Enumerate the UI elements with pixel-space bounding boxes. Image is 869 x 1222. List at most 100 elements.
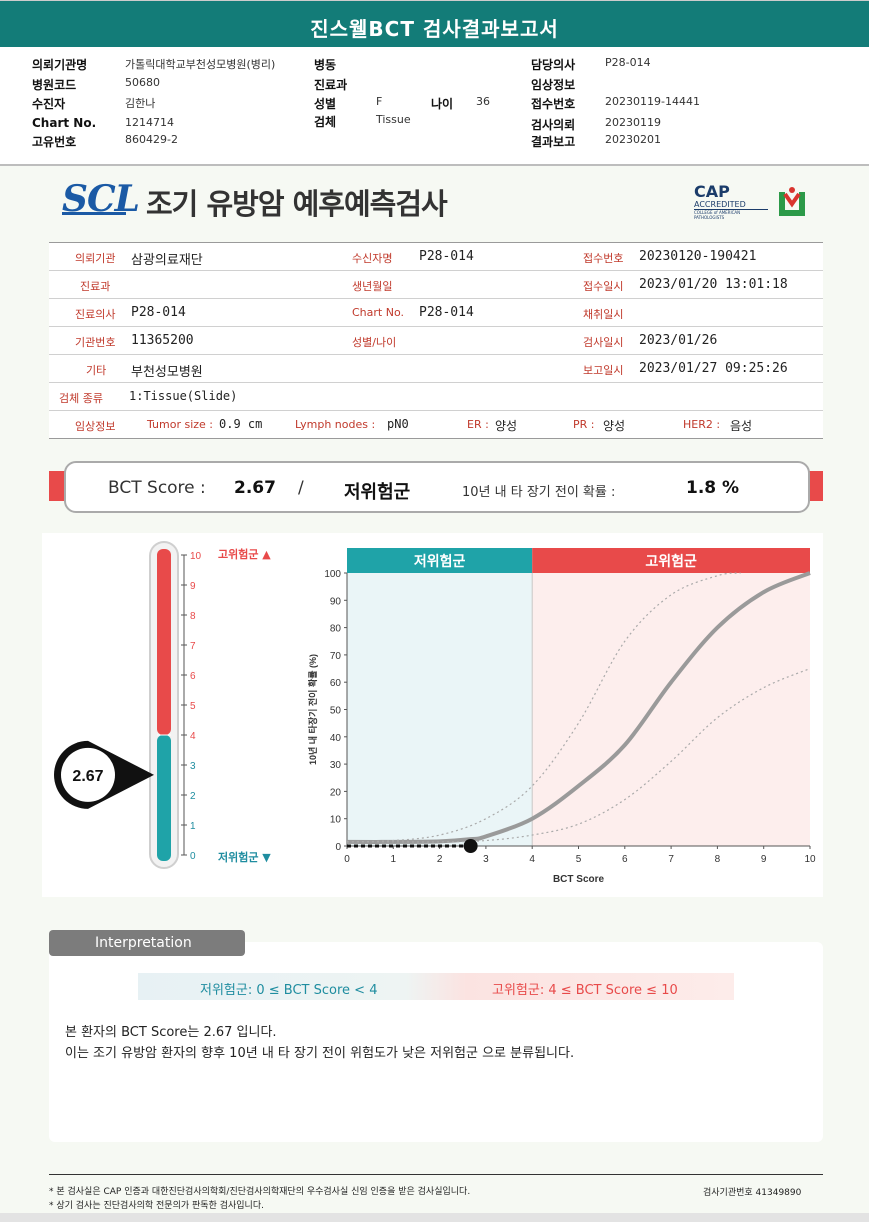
header-label-clinical-info: 임상정보 [531, 78, 576, 92]
info-value-recipient: P28-014 [419, 249, 474, 264]
info-row: 의뢰기관 삼광의료재단 수신자명 P28-014 접수번호 20230120-1… [49, 243, 823, 271]
x-axis-label: BCT Score [553, 874, 605, 885]
metastasis-probability-label: 10년 내 타 장기 전이 확률 : [462, 485, 616, 500]
info-label-etc: 기타 [86, 364, 107, 377]
y-tick-label: 70 [330, 651, 342, 662]
series-lower-line [347, 667, 811, 843]
gauge-high-risk-label: 고위험군 ▲ [218, 548, 271, 561]
header-value-patient: 김한나 [125, 97, 156, 110]
footer-note-2: * 상기 검사는 진단검사의학 전문의가 판독한 검사입니다. [49, 1201, 264, 1211]
gauge-tick-label: 4 [190, 731, 196, 742]
info-value-er: 양성 [495, 419, 518, 433]
gauge-tick-label: 0 [190, 851, 196, 862]
gauge-tick-label: 5 [190, 701, 196, 712]
low-risk-range: 저위험군: 0 ≤ BCT Score < 4 [200, 983, 378, 998]
y-tick-label: 100 [324, 569, 341, 580]
y-tick-label: 10 [330, 815, 342, 826]
info-value-receipt-no: 20230120-190421 [639, 249, 757, 264]
x-tick-label: 1 [391, 854, 397, 865]
header-value-chart-no: 1214714 [125, 116, 174, 129]
score-separator: / [298, 478, 304, 498]
info-label-recipient: 수신자명 [352, 252, 393, 265]
score-marker [463, 839, 478, 853]
cap-accredited-logo: CAP ACCREDITED COLLEGE of AMERICAN PATHO… [694, 184, 768, 220]
high-risk-header-label: 고위험군 [645, 553, 697, 569]
header-value-sex: F [376, 95, 383, 108]
info-value-specimen-type: 1:Tissue(Slide) [129, 389, 238, 403]
info-label-chart-no: Chart No. [352, 306, 404, 319]
scl-logo-underline [62, 212, 126, 215]
info-label-receipt-time: 접수일시 [583, 280, 624, 293]
x-tick-label: 3 [483, 854, 489, 865]
info-value-receipt-time: 2023/01/20 13:01:18 [639, 277, 788, 292]
x-tick-label: 9 [761, 854, 767, 865]
gauge-tick-label: 8 [190, 611, 196, 622]
high-risk-header [532, 548, 810, 573]
gauge-tick-label: 9 [190, 581, 196, 592]
y-tick-label: 0 [335, 842, 341, 853]
info-value-pr: 양성 [603, 419, 626, 433]
bct-score-value: 2.67 [234, 478, 276, 498]
interpretation-line-2: 이는 조기 유방암 환자의 향후 10년 내 타 장기 전이 위험도가 낮은 저… [65, 1046, 575, 1061]
info-label-tumor-size: Tumor size : [147, 418, 214, 431]
cap-logo-college: COLLEGE of AMERICAN PATHOLOGISTS [694, 210, 741, 220]
y-tick-label: 30 [330, 760, 342, 771]
header-label-request: 검사의뢰 [531, 118, 576, 132]
info-row: 기타 부천성모병원 보고일시 2023/01/27 09:25:26 [49, 355, 823, 383]
metastasis-probability-value: 1.8 % [686, 478, 740, 498]
y-axis-label: 10년 내 타장기 전이 확률 (%) [307, 654, 318, 765]
info-value-her2: 음성 [730, 419, 753, 433]
lm-logo-icon [779, 187, 805, 216]
header-value-hospital-code: 50680 [125, 76, 160, 89]
info-value-chart-no: P28-014 [419, 305, 474, 320]
gauge-pointer-value: 2.67 [72, 768, 103, 785]
header-label-chart-no: Chart No. [32, 116, 97, 130]
cap-logo-text: CAP [694, 182, 730, 201]
info-row: 진료과 생년월일 접수일시 2023/01/20 13:01:18 [49, 271, 823, 299]
low-risk-region [347, 573, 533, 846]
gauge-tick-label: 7 [190, 641, 196, 652]
header-value-request: 20230119 [605, 116, 661, 129]
info-label-requester: 의뢰기관 [75, 252, 116, 265]
gauge-tick-label: 1 [190, 821, 196, 832]
header-label-age: 나이 [431, 97, 454, 111]
info-row: 검체 종류 1:Tissue(Slide) [49, 383, 823, 411]
info-label-dept: 진료과 [80, 280, 111, 293]
high-risk-range: 고위험군: 4 ≤ BCT Score ≤ 10 [492, 983, 678, 998]
report-title: 조기 유방암 예후예측검사 [146, 187, 448, 221]
x-tick-label: 2 [437, 854, 443, 865]
x-tick-label: 6 [622, 854, 628, 865]
header-label-sex: 성별 [314, 97, 337, 111]
gauge-tick-label: 10 [190, 551, 202, 562]
header-label-specimen: 검체 [314, 115, 337, 129]
interpretation-line-1: 본 환자의 BCT Score는 2.67 입니다. [65, 1025, 277, 1040]
x-tick-label: 7 [668, 854, 674, 865]
info-value-physician: P28-014 [131, 305, 186, 320]
y-tick-label: 20 [330, 787, 342, 798]
info-value-lymph-nodes: pN0 [387, 417, 409, 431]
info-label-test-date: 검사일시 [583, 336, 624, 349]
header-value-result: 20230201 [605, 133, 661, 146]
info-label-lymph-nodes: Lymph nodes : [295, 418, 376, 431]
info-label-her2: HER2 : [683, 418, 721, 431]
info-label-sex-age: 성별/나이 [352, 336, 397, 349]
gauge-tick-label: 3 [190, 761, 196, 772]
header-label-patient: 수진자 [32, 97, 66, 111]
info-label-er: ER : [467, 418, 489, 431]
info-label-physician: 진료의사 [75, 308, 116, 321]
footer-divider [49, 1174, 823, 1175]
y-tick-label: 60 [330, 678, 342, 689]
low-risk-header [347, 548, 533, 573]
header-label-hospital-code: 병원코드 [32, 78, 77, 92]
info-label-specimen-type: 검체 종류 [59, 392, 103, 405]
y-tick-label: 80 [330, 624, 342, 635]
gauge-low-risk-label: 저위험군 ▼ [218, 851, 271, 864]
bottom-scrollbar-area [0, 1213, 869, 1222]
info-row: 임상정보 Tumor size : 0.9 cm Lymph nodes : p… [49, 411, 823, 438]
y-tick-label: 50 [330, 706, 342, 717]
info-label-birthdate: 생년월일 [352, 280, 393, 293]
info-label-receipt-no: 접수번호 [583, 252, 624, 265]
info-label-institution-no: 기관번호 [75, 336, 116, 349]
header-value-unique-id: 860429-2 [125, 133, 178, 146]
gauge-pointer-face [61, 747, 115, 802]
